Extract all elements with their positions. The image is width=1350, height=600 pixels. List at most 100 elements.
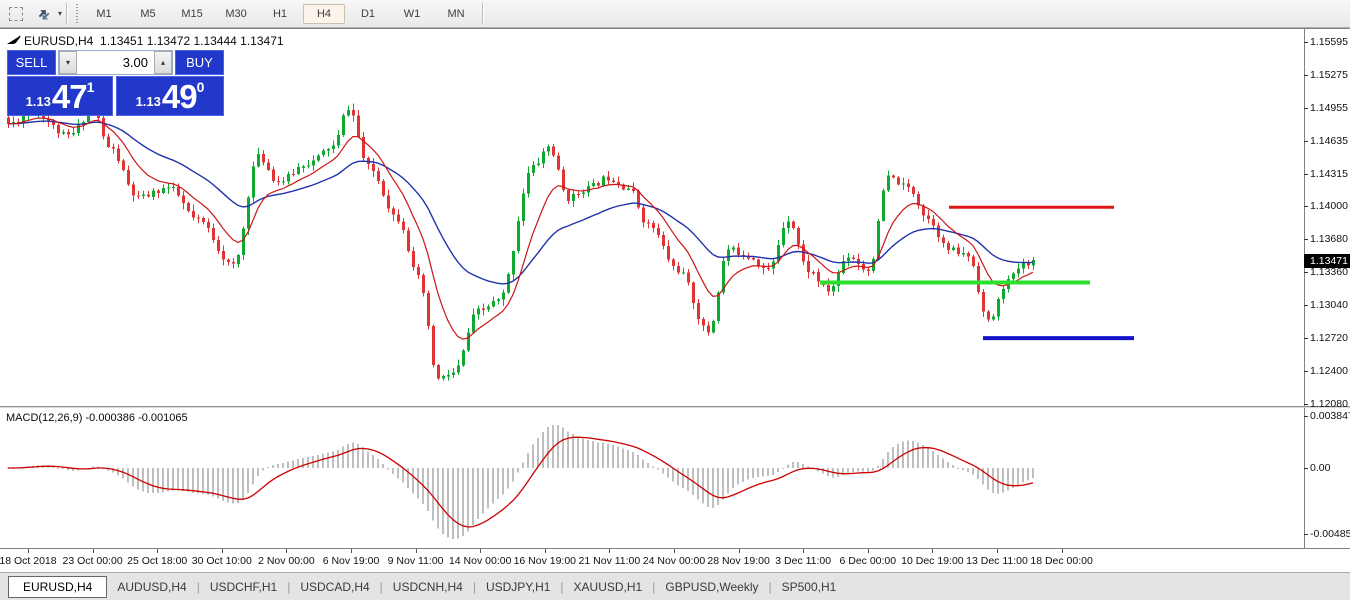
price-axis-tick: [1304, 338, 1308, 340]
price-axis-label: 1.14955: [1310, 101, 1348, 114]
date-axis[interactable]: 18 Oct 2018 23 Oct 00:00 25 Oct 18:00 30 Oc…: [0, 549, 1350, 573]
timeframe-button-m5[interactable]: M5: [140, 7, 156, 20]
symbol-tab-eurusd[interactable]: EURUSD,H4: [8, 575, 108, 598]
price-axis-tick: [1304, 305, 1308, 307]
symbol-tab-audusd[interactable]: AUDUSD,H4: [117, 579, 187, 594]
date-axis-tick: [544, 549, 546, 553]
price-axis-label: 1.14315: [1310, 167, 1348, 180]
date-axis-tick: [609, 549, 611, 553]
price-axis-tick: [1304, 140, 1308, 142]
chart-shift-arrow-icon[interactable]: [7, 35, 22, 47]
price-axis-label: 1.15595: [1310, 36, 1348, 48]
macd-axis-tick: [1304, 416, 1308, 418]
date-axis-label: 6 Dec 00:00: [839, 555, 897, 567]
date-axis-label: 6 Nov 19:00: [322, 555, 380, 567]
sell-price-prefix: 1.13: [25, 94, 51, 109]
timeframe-button-h1[interactable]: H1: [272, 7, 288, 20]
date-axis-tick: [932, 549, 934, 553]
timeframe-group: M1 M5 M15 M30 H1 H4 D1 W1 MN: [82, 0, 478, 28]
date-axis-label: 9 Nov 11:00: [387, 555, 444, 567]
timeframe-button-mn[interactable]: MN: [447, 7, 465, 20]
timeframe-button-w1[interactable]: W1: [403, 7, 421, 20]
sell-price-display[interactable]: 1.13 47 1: [7, 76, 113, 116]
date-axis-tick: [480, 549, 482, 553]
macd-signal-value: -0.001065: [138, 412, 188, 424]
price-axis-label: 1.12400: [1310, 365, 1348, 378]
toolbar-grip[interactable]: [75, 3, 80, 24]
sell-price-big: 47: [51, 78, 88, 115]
macd-main-value: -0.000386: [85, 412, 136, 424]
pane-splitter[interactable]: [0, 406, 1350, 408]
toolbar-dropdown-caret[interactable]: ▾: [58, 9, 63, 18]
symbol-tab-usdjpy[interactable]: USDJPY,H1: [485, 579, 551, 594]
price-axis-tick: [1304, 371, 1308, 373]
symbol-tab-sp500[interactable]: SP500,H1: [781, 579, 837, 594]
date-axis-label: 23 Oct 00:00: [62, 555, 123, 567]
tab-separator: |: [287, 579, 291, 594]
buy-price-pip: 0: [196, 79, 205, 95]
sell-button[interactable]: SELL: [7, 50, 56, 75]
symbol-tab-gbpusd[interactable]: GBPUSD,Weekly: [665, 579, 759, 594]
price-axis-label: 1.12080: [1310, 398, 1348, 411]
macd-axis-label: 0.00: [1310, 462, 1331, 474]
tab-separator: |: [196, 579, 200, 594]
date-axis-label: 3 Dec 11:00: [775, 555, 832, 567]
date-axis-tick: [1061, 549, 1063, 553]
date-axis-label: 28 Nov 19:00: [707, 555, 770, 567]
date-axis-label: 13 Dec 11:00: [966, 555, 1028, 567]
timeframe-button-m30[interactable]: M30: [225, 7, 247, 20]
date-axis-label: 21 Nov 11:00: [578, 555, 641, 567]
volume-input[interactable]: [77, 51, 154, 74]
timeframe-button-m15[interactable]: M15: [181, 7, 203, 20]
ma-slow-line[interactable]: [7, 120, 1034, 285]
cursor-arrows-glyph: [38, 9, 50, 20]
timeframe-button-m1[interactable]: M1: [96, 7, 112, 20]
price-pane[interactable]: EURUSD,H4 1.13451 1.13472 1.13444 1.1347…: [0, 29, 1305, 406]
date-axis-label: 30 Oct 10:00: [191, 555, 252, 567]
buy-button[interactable]: BUY: [175, 50, 224, 75]
price-axis-tick: [1304, 239, 1308, 241]
buy-price-prefix: 1.13: [135, 94, 161, 109]
current-price-badge: 1.13471: [1304, 253, 1350, 268]
cursor-arrows-icon[interactable]: [32, 3, 56, 25]
timeframe-button-d1[interactable]: D1: [360, 7, 376, 20]
tab-separator: |: [472, 579, 476, 594]
macd-chart-canvas[interactable]: [0, 408, 1305, 548]
date-axis-tick: [28, 549, 29, 553]
ma-fast-line[interactable]: [7, 117, 1034, 340]
sell-price-pip: 1: [86, 79, 95, 95]
candles-layer[interactable]: [7, 103, 1035, 381]
date-axis-tick: [997, 549, 998, 553]
timeframe-button-h4[interactable]: H4: [303, 3, 346, 24]
date-axis-label: 25 Oct 18:00: [127, 555, 188, 567]
volume-increase-button[interactable]: ▴: [154, 51, 172, 74]
date-axis-label: 18 Oct 2018: [0, 555, 57, 567]
symbol-tab-usdchf[interactable]: USDCHF,H1: [209, 579, 278, 594]
date-axis-tick: [92, 549, 94, 553]
date-axis-label: 18 Dec 00:00: [1030, 555, 1093, 567]
symbol-tab-usdcnh[interactable]: USDCNH,H4: [392, 579, 463, 594]
buy-price-display[interactable]: 1.13 49 0: [116, 76, 224, 116]
main-toolbar: ▾ M1 M5 M15 M30 H1 H4 D1 W1 MN: [0, 0, 1350, 28]
symbol-tab-usdcad[interactable]: USDCAD,H4: [300, 579, 370, 594]
price-axis-tick: [1304, 173, 1308, 175]
tab-separator: |: [652, 579, 656, 594]
volume-decrease-button[interactable]: ▾: [59, 51, 77, 74]
tab-separator: |: [768, 579, 772, 594]
macd-pane[interactable]: MACD(12,26,9) -0.000386 -0.001065: [0, 408, 1305, 548]
macd-axis-tick: [1304, 468, 1308, 469]
date-axis-tick: [803, 549, 805, 553]
price-axis-tick: [1304, 107, 1308, 109]
price-axis-label: 1.15275: [1310, 68, 1348, 81]
macd-axis-tick: [1304, 533, 1308, 535]
macd-histogram: [7, 424, 1034, 539]
price-axis-tick: [1304, 42, 1308, 43]
symbol-tab-xauusd[interactable]: XAUUSD,H1: [573, 579, 643, 594]
tab-separator: |: [379, 579, 383, 594]
region-select-icon[interactable]: [4, 3, 28, 25]
date-axis-tick: [415, 549, 417, 553]
price-axis-label: 1.12720: [1310, 332, 1348, 345]
price-axis-label: 1.13680: [1310, 233, 1348, 246]
date-axis-tick: [674, 549, 675, 553]
